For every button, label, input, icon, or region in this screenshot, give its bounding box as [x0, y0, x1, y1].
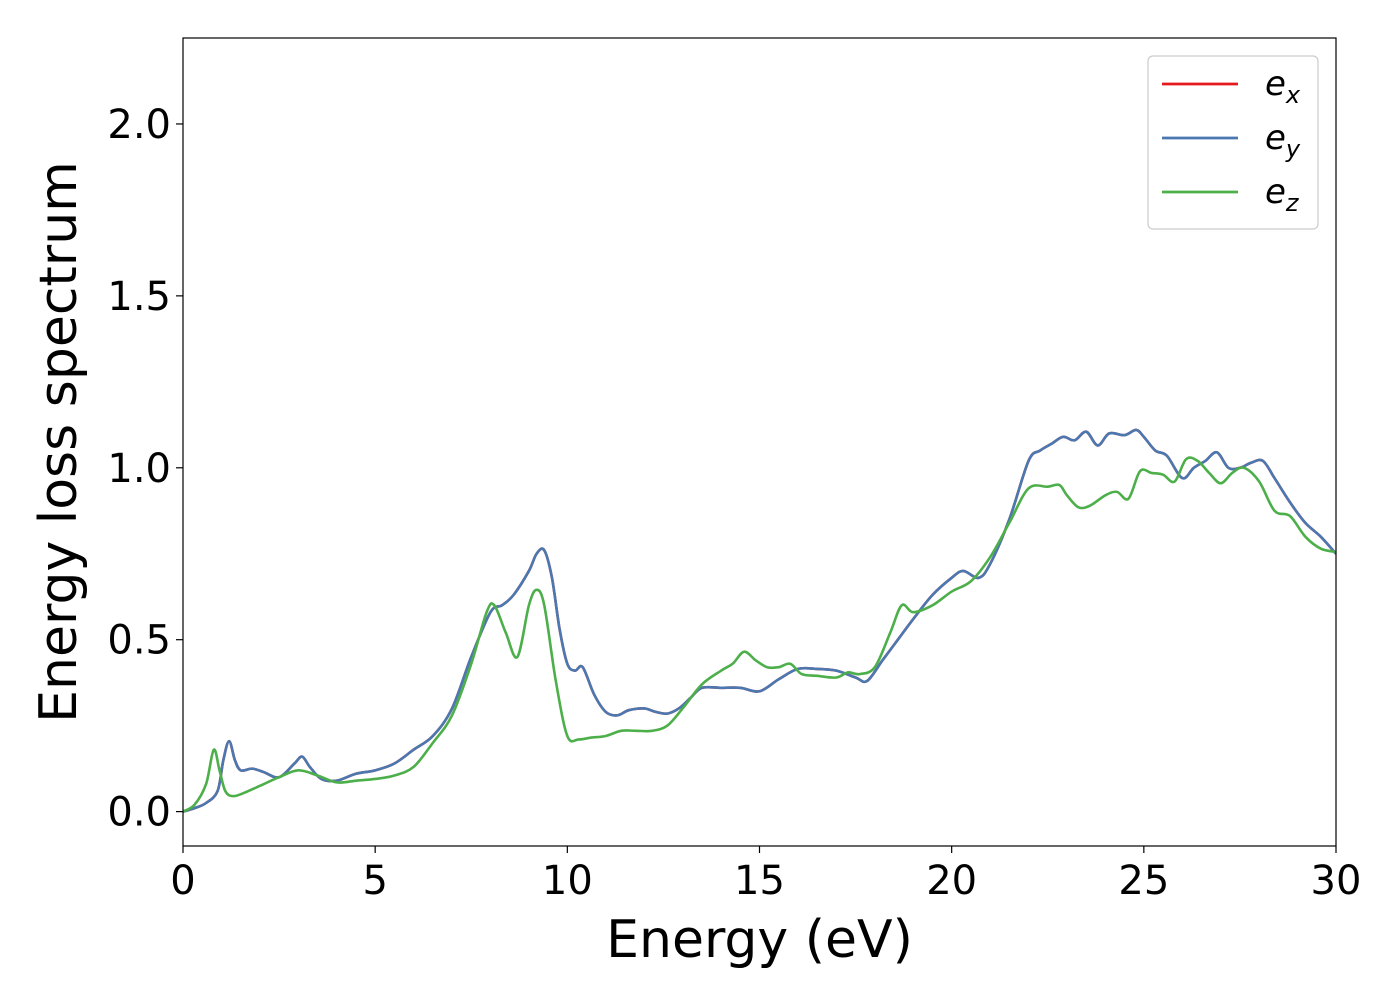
legend-label-e_y: ey — [1265, 118, 1301, 163]
x-tick-label: 20 — [926, 858, 977, 904]
x-tick-label: 15 — [734, 858, 785, 904]
series-line-e_x — [183, 428, 1336, 813]
x-axis-label: Energy (eV) — [606, 910, 913, 970]
y-tick-label: 2.0 — [107, 102, 171, 148]
legend-box — [1147, 55, 1319, 230]
series-line-e_z — [183, 456, 1336, 813]
x-tick-label: 0 — [170, 858, 195, 904]
series-layer — [183, 428, 1336, 813]
x-tick-label: 30 — [1311, 858, 1362, 904]
x-tick-label: 10 — [542, 858, 593, 904]
y-tick-label: 1.5 — [107, 274, 171, 320]
x-tick-label: 25 — [1118, 858, 1169, 904]
legend-label-e_x: ex — [1265, 64, 1301, 109]
legend: ex ey ez — [1147, 55, 1319, 230]
x-axis: 0 5 10 15 20 25 30 — [170, 846, 1361, 904]
y-axis-label: Energy loss spectrum — [29, 161, 89, 723]
y-tick-label: 0.0 — [107, 790, 171, 836]
x-tick-label: 5 — [362, 858, 387, 904]
y-tick-label: 0.5 — [107, 618, 171, 664]
legend-label-e_z: ez — [1265, 172, 1300, 217]
series-line-e_y — [183, 428, 1336, 813]
y-tick-label: 1.0 — [107, 446, 171, 492]
y-axis: 0.0 0.5 1.0 1.5 2.0 — [107, 102, 183, 836]
